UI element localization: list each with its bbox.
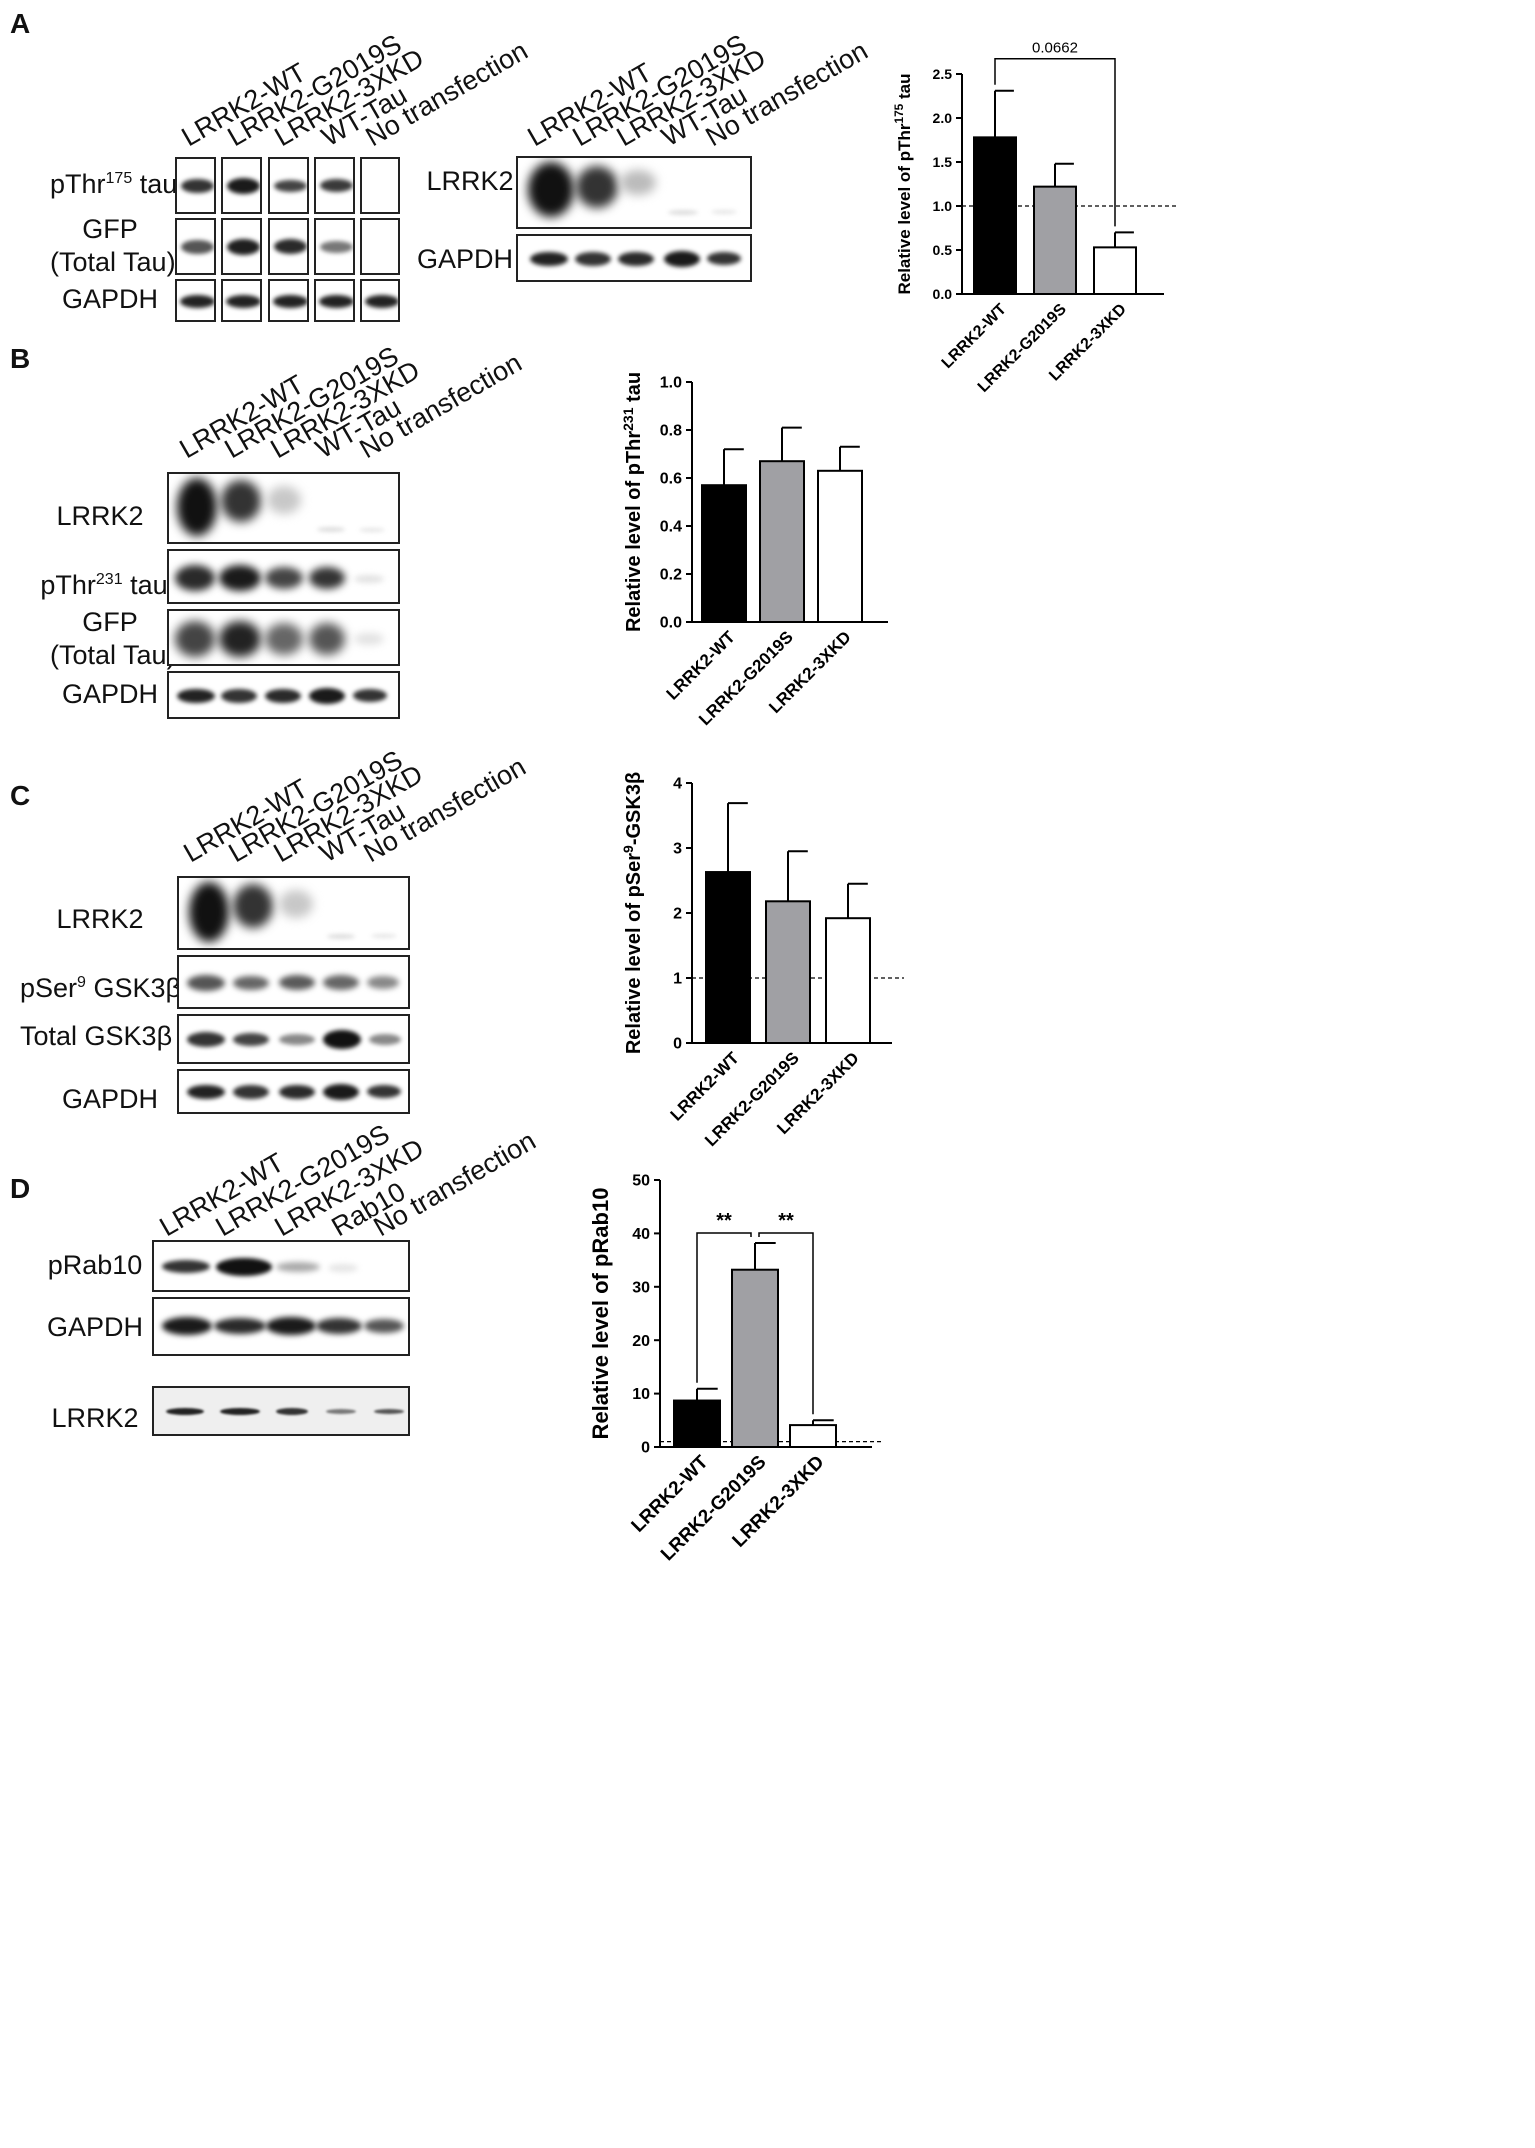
row-label-gapdh: GAPDH — [416, 244, 514, 274]
y-axis-label: Relative level of pSer9-GSK3β — [620, 772, 645, 1054]
x-tick-label: LRRK2-G2019S — [657, 1452, 770, 1565]
bar — [759, 460, 805, 623]
row-label-gapdh: GAPDH — [61, 679, 159, 709]
y-tick-label: 1.5 — [933, 154, 953, 170]
y-tick-label: 2.0 — [933, 110, 953, 126]
bar — [1093, 246, 1137, 295]
y-tick-label: 0.8 — [660, 423, 682, 440]
blot-lane-box — [360, 218, 400, 275]
blot-lane-box — [360, 157, 400, 214]
y-tick-label: 20 — [632, 1333, 650, 1350]
blot-a2-lrrk2 — [516, 156, 752, 229]
row-label-gapdh: GAPDH — [61, 284, 159, 314]
y-tick-label: 1.0 — [660, 375, 682, 392]
y-axis-label: Relative level of pThr175 tau — [892, 73, 914, 294]
y-tick-label: 4 — [673, 776, 682, 793]
bar — [1033, 185, 1077, 295]
bar — [701, 484, 747, 623]
bar — [673, 1399, 721, 1449]
blot-b-lrrk2 — [167, 472, 400, 544]
panel-letter-d: D — [10, 1173, 31, 1204]
bar — [789, 1424, 837, 1448]
blot-lane-box — [268, 157, 309, 214]
blot-lane-box — [314, 218, 355, 275]
y-tick-label: 0.5 — [933, 242, 953, 258]
y-tick-label: 50 — [632, 1173, 650, 1190]
blot-lane-box — [314, 157, 355, 214]
y-axis-label: Relative level of pThr231 tau — [620, 372, 645, 632]
bar — [765, 900, 811, 1044]
chart-d: 01020304050LRRK2-WTLRRK2-G2019SLRRK2-3XK… — [588, 1173, 884, 1565]
y-tick-label: 0.6 — [660, 471, 682, 488]
row-label-lrrk2: LRRK2 — [426, 166, 514, 196]
significance-label: ** — [716, 1210, 732, 1232]
y-tick-label: 40 — [632, 1226, 650, 1243]
y-tick-label: 1 — [673, 971, 682, 988]
bar — [973, 136, 1017, 295]
blot-lane-box — [268, 279, 309, 322]
blot-lane-box — [314, 279, 355, 322]
blot-d-lrrk2 — [152, 1386, 410, 1436]
blot-lane-box — [360, 279, 400, 322]
blot-lane-box — [221, 279, 262, 322]
bar — [705, 871, 751, 1044]
panel-letter-c: C — [10, 780, 31, 811]
row-label-gfp: GFP (Total Tau) — [50, 607, 176, 670]
blot-c-pser9 — [177, 955, 410, 1009]
row-label-lrrk2: LRRK2 — [56, 904, 144, 934]
bar — [825, 917, 871, 1044]
row-label-gfp: GFP (Total Tau) — [50, 214, 176, 277]
chart-c: 01234LRRK2-WTLRRK2-G2019SLRRK2-3XKDRelat… — [620, 772, 904, 1150]
y-tick-label: 0.0 — [660, 615, 682, 632]
blot-b-pthr231 — [167, 549, 400, 604]
blot-lane-box — [175, 218, 216, 275]
y-tick-label: 3 — [673, 841, 682, 858]
blot-b-gfp — [167, 609, 400, 666]
blot-a2-gapdh — [516, 234, 752, 282]
blot-lane-box — [175, 279, 216, 322]
blot-lane-box — [268, 218, 309, 275]
significance-bracket — [758, 1232, 814, 1415]
y-tick-label: 1.0 — [933, 198, 953, 214]
bar — [817, 469, 863, 623]
y-tick-label: 0.4 — [660, 519, 682, 536]
blot-lane-box — [221, 218, 262, 275]
row-label-gapdh: GAPDH — [46, 1312, 144, 1342]
significance-bracket — [994, 57, 1116, 227]
blot-d-prab10 — [152, 1240, 410, 1292]
y-tick-label: 0 — [673, 1036, 682, 1053]
blot-c-lrrk2 — [177, 876, 410, 950]
blot-b-gapdh — [167, 671, 400, 719]
y-tick-label: 0.2 — [660, 567, 682, 584]
y-tick-label: 10 — [632, 1386, 650, 1403]
row-label-gapdh: GAPDH — [61, 1084, 159, 1114]
y-tick-label: 2.5 — [933, 66, 953, 82]
row-label-pthr231: pThr231 tau — [40, 570, 168, 600]
blot-c-total-gsk3b — [177, 1014, 410, 1064]
row-label-pthr175: pThr175 tau — [50, 169, 178, 199]
row-label-lrrk2: LRRK2 — [51, 1403, 139, 1433]
blot-c-gapdh — [177, 1069, 410, 1114]
row-label-lrrk2: LRRK2 — [56, 501, 144, 531]
panel-letter-b: B — [10, 343, 31, 374]
significance-label: 0.0662 — [1032, 40, 1078, 57]
chart-b: 0.00.20.40.60.81.0LRRK2-WTLRRK2-G2019SLR… — [620, 372, 888, 729]
y-axis-label: Relative level of pRab10 — [588, 1188, 613, 1440]
y-tick-label: 30 — [632, 1279, 650, 1296]
y-tick-label: 0.0 — [933, 286, 953, 302]
chart-a: 0.00.51.01.52.02.5LRRK2-WTLRRK2-G2019SLR… — [892, 40, 1176, 396]
row-label-total-gsk3b: Total GSK3β — [20, 1021, 173, 1051]
y-tick-label: 2 — [673, 906, 682, 923]
significance-bracket — [696, 1232, 752, 1383]
y-tick-label: 0 — [641, 1440, 650, 1457]
blot-d-gapdh — [152, 1297, 410, 1356]
blot-lane-box — [175, 157, 216, 214]
significance-label: ** — [778, 1210, 794, 1232]
panel-letter-a: A — [10, 8, 31, 39]
blot-lane-box — [221, 157, 262, 214]
bar — [731, 1268, 779, 1448]
row-label-prab10: pRab10 — [47, 1250, 143, 1280]
row-label-pser9: pSer9 GSK3β — [20, 973, 182, 1003]
